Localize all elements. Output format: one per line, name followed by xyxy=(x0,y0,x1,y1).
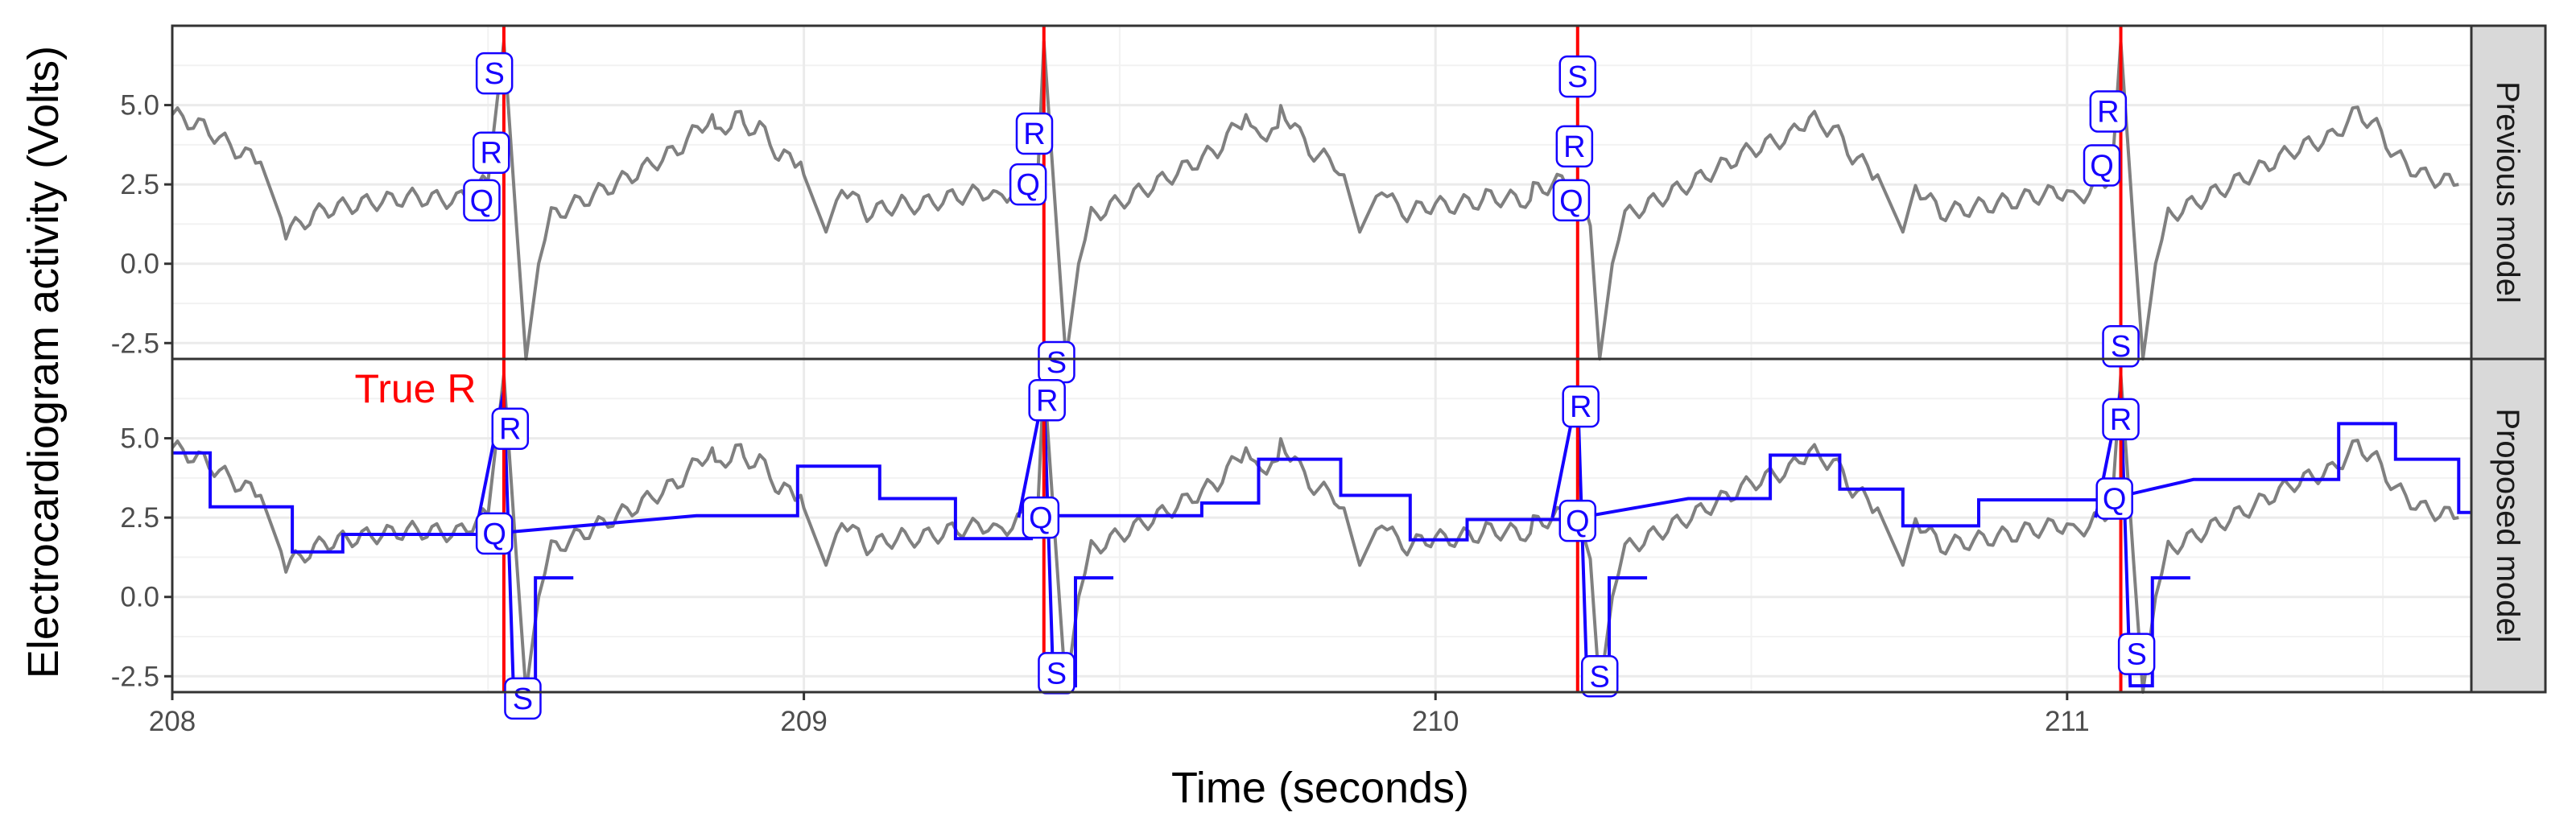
annotation-box-r xyxy=(2089,90,2128,133)
y-tick-label: 2.5 xyxy=(120,502,159,534)
annotation-box-q xyxy=(2095,477,2133,520)
facet-strips: Previous model Proposed model xyxy=(2470,24,2547,694)
ecg-signal-line-proposed xyxy=(171,373,2459,694)
annotation-label-q: Q xyxy=(1566,505,1590,538)
annotation-label-s: S xyxy=(1046,346,1067,380)
y-tick-label: 5.0 xyxy=(120,423,159,455)
annotation-box-r xyxy=(1028,379,1066,422)
y-axis-title: Electrocardiogram activity (Volts) xyxy=(19,46,68,678)
annotation-box-r xyxy=(472,131,510,174)
annotation-label-q: Q xyxy=(470,184,494,218)
annotation-box-s xyxy=(2102,324,2140,368)
annotation-label-r: R xyxy=(499,413,521,447)
x-tick-label: 208 xyxy=(149,706,196,737)
annotation-label-q: Q xyxy=(482,517,506,551)
proposed-model-steps xyxy=(172,422,2471,554)
annotation-label-r: R xyxy=(2097,95,2119,129)
x-axis-title: Time (seconds) xyxy=(1171,764,1469,812)
annotation-label-s: S xyxy=(484,57,504,91)
annotation-box-r xyxy=(2102,398,2140,441)
annotation-box-s xyxy=(1580,655,1619,698)
annotation-label-q: Q xyxy=(1029,501,1053,535)
annotation-label-q: Q xyxy=(2090,149,2114,183)
strip-proposed-model-label: Proposed model xyxy=(2490,408,2525,642)
annotation-label-r: R xyxy=(481,137,502,171)
annotation-label-r: R xyxy=(1563,130,1585,164)
annotation-box-r xyxy=(1562,385,1600,428)
y-tick-label: -2.5 xyxy=(111,661,159,692)
annotation-box-s xyxy=(2117,633,2156,675)
annotation-label-s: S xyxy=(1567,60,1587,94)
x-tick-label: 209 xyxy=(780,706,827,737)
annotation-label-r: R xyxy=(1570,390,1591,424)
annotation-label-s: S xyxy=(513,682,533,716)
annotation-label-s: S xyxy=(1590,660,1610,694)
x-tick-label: 210 xyxy=(1412,706,1459,737)
annotation-label-q: Q xyxy=(2103,482,2127,516)
annotation-box-q xyxy=(1552,179,1591,222)
annotation-label-r: R xyxy=(1036,384,1058,418)
annotation-label-r: R xyxy=(1023,118,1045,151)
annotation-box-r xyxy=(1015,112,1054,155)
annotation-label-s: S xyxy=(2126,638,2146,672)
ecg-signal-line-previous xyxy=(171,39,2459,361)
y-tick-label: 5.0 xyxy=(120,90,159,122)
ecg-signal xyxy=(171,39,2459,694)
strip-proposed-model xyxy=(2470,357,2547,694)
annotation-label-s: S xyxy=(1046,657,1067,691)
annotation-box-s xyxy=(504,677,542,720)
annotation-box-q xyxy=(463,179,501,222)
annotation-label-r: R xyxy=(2110,403,2132,437)
y-tick-label: -2.5 xyxy=(111,328,159,359)
strip-previous-model xyxy=(2470,24,2547,361)
annotation-box-r xyxy=(1555,125,1594,168)
panel-background-previous xyxy=(172,26,2471,359)
annotation-box-q xyxy=(475,512,514,555)
x-tick-label: 211 xyxy=(2045,706,2090,737)
true-r-label: True R xyxy=(355,366,477,411)
grid-lines xyxy=(171,26,2471,692)
annotation-box-q xyxy=(1009,163,1047,206)
annotation-label-q: Q xyxy=(1559,184,1583,218)
y-tick-label: 2.5 xyxy=(120,169,159,200)
annotation-box-q xyxy=(1558,499,1597,542)
strip-previous-model-label: Previous model xyxy=(2490,81,2525,303)
annotation-box-q xyxy=(1022,496,1060,539)
y-tick-label: 0.0 xyxy=(120,249,159,280)
axes: -2.5 0.0 2.5 5.0 -2.5 0.0 2.5 5.0 208 209 210 211 xyxy=(111,90,2090,737)
annotation-box-r xyxy=(491,407,530,450)
annotation-box-s xyxy=(475,52,514,95)
annotation-box-s xyxy=(1558,55,1597,98)
annotation-box-q xyxy=(2083,144,2121,187)
annotation-label-q: Q xyxy=(1016,168,1040,202)
y-tick-label: 0.0 xyxy=(120,582,159,613)
